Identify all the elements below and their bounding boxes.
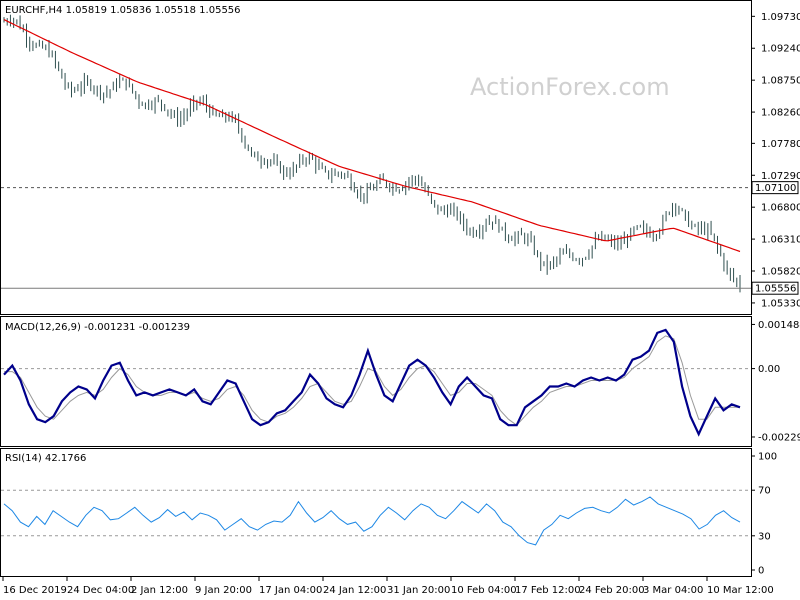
macd-panel-title: MACD(12,26,9) -0.001231 -0.001239 xyxy=(5,322,190,333)
time-axis-label: 16 Dec 2019 xyxy=(3,585,67,596)
time-axis-label: 24 Dec 04:00 xyxy=(67,585,134,596)
price-axis-label: 1.08260 xyxy=(761,108,800,119)
rsi-panel-title: RSI(14) 42.1766 xyxy=(5,453,86,464)
price-axis: 1.09730 1.09240 1.08750 1.08260 1.07780 1.072… xyxy=(751,12,800,309)
macd-axis-label: 0.00 xyxy=(758,364,780,375)
price-axis-label: 1.06310 xyxy=(761,235,800,246)
rsi-axis-label: 0 xyxy=(758,566,764,577)
reference-level-label: 1.07100 xyxy=(755,183,796,194)
time-axis-label: 17 Jan 04:00 xyxy=(259,585,322,596)
time-axis-label: 3 Mar 04:00 xyxy=(643,585,703,596)
price-axis-label: 1.05330 xyxy=(761,298,800,309)
current-price-tag xyxy=(751,281,799,295)
price-axis-label: 1.07290 xyxy=(761,171,800,182)
price-axis-label: 1.09730 xyxy=(761,12,800,23)
moving-average-line xyxy=(3,19,741,253)
macd-main-line xyxy=(3,328,741,437)
time-axis-label: 9 Jan 20:00 xyxy=(195,585,252,596)
time-axis-label: 2 Jan 12:00 xyxy=(131,585,188,596)
rsi-panel xyxy=(0,448,752,577)
macd-axis-label: -0.002297 xyxy=(758,432,800,443)
time-axis-label: 24 Jan 12:00 xyxy=(323,585,386,596)
price-axis-label: 1.05820 xyxy=(761,267,800,278)
rsi-axis-label: 70 xyxy=(758,486,771,497)
rsi-axis: 100 70 30 0 xyxy=(1,452,777,577)
current-price-label: 1.05556 xyxy=(755,284,796,295)
time-axis-label: 24 Feb 20:00 xyxy=(579,585,645,596)
macd-axis: 0.001484 0.00 -0.002297 xyxy=(1,320,800,443)
price-reference-lines: 1.07100 1.05556 xyxy=(1,181,799,295)
price-axis-label: 1.07780 xyxy=(761,139,800,150)
time-axis-label: 10 Mar 12:00 xyxy=(707,585,774,596)
macd-axis-label: 0.001484 xyxy=(758,320,800,331)
price-panel xyxy=(0,0,752,315)
time-axis-label: 17 Feb 12:00 xyxy=(515,585,581,596)
price-axis-label: 1.06800 xyxy=(761,203,800,214)
time-axis-label: 31 Jan 20:00 xyxy=(387,585,450,596)
rsi-line xyxy=(3,496,741,546)
time-axis: 16 Dec 2019 24 Dec 04:002 Jan 12:00 9 Jan … xyxy=(2,576,774,596)
price-axis-label: 1.09240 xyxy=(761,44,800,55)
macd-panel xyxy=(0,316,752,447)
time-axis-label: 10 Feb 04:00 xyxy=(451,585,517,596)
rsi-axis-label: 30 xyxy=(758,531,771,542)
price-axis-label: 1.08750 xyxy=(761,76,800,87)
watermark: ActionForex.com xyxy=(470,73,670,101)
price-panel-title: EURCHF,H4 1.05819 1.05836 1.05518 1.0555… xyxy=(5,5,241,16)
price-bars xyxy=(3,14,741,293)
reference-level-tag xyxy=(751,181,799,195)
rsi-axis-label: 100 xyxy=(758,452,777,463)
